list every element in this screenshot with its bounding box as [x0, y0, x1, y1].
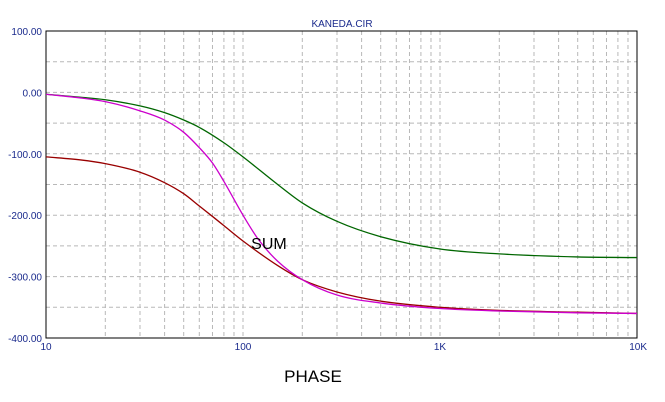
y-tick-label: -300.00 [8, 273, 42, 284]
series-line-2 [45, 156, 638, 315]
grid [46, 31, 637, 338]
x-tick-label: 100 [235, 342, 252, 353]
x-tick-label: 10K [629, 342, 647, 353]
tick-labels: 100.000.00-100.00-200.00-300.00-400.0010… [8, 27, 647, 353]
x-axis-label: PHASE [284, 367, 342, 386]
x-tick-label: 1K [434, 342, 447, 353]
series-line-1 [45, 93, 638, 259]
y-tick-label: -400.00 [8, 334, 42, 345]
annotations: SUM [251, 236, 287, 253]
chart-title: KANEDA.CIR [311, 19, 372, 30]
x-tick-label: 10 [40, 342, 52, 353]
series-line-3 [45, 93, 638, 315]
plot-frame [45, 30, 638, 339]
y-tick-label: 100.00 [11, 27, 42, 38]
y-tick-label: -100.00 [8, 150, 42, 161]
y-tick-label: 0.00 [23, 88, 43, 99]
series-group [45, 93, 638, 315]
y-tick-label: -200.00 [8, 211, 42, 222]
annotation-label: SUM [251, 236, 287, 253]
